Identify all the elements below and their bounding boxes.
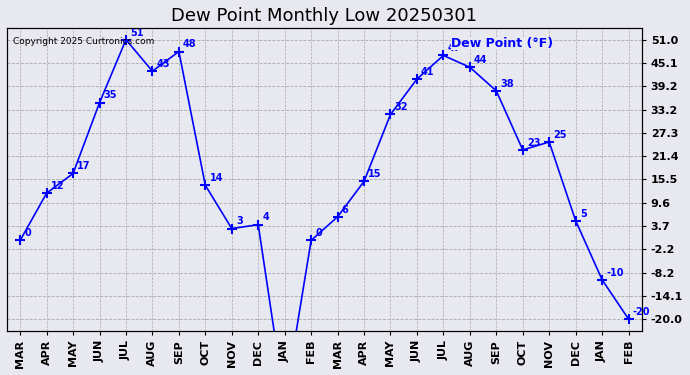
Text: 43: 43 (157, 59, 170, 69)
Text: 25: 25 (553, 130, 567, 140)
Text: -10: -10 (607, 268, 624, 278)
Text: 15: 15 (368, 169, 382, 179)
Text: 51: 51 (130, 27, 144, 38)
Title: Dew Point Monthly Low 20250301: Dew Point Monthly Low 20250301 (171, 7, 477, 25)
Text: 41: 41 (421, 67, 435, 77)
Text: Copyright 2025 Curtronics.com: Copyright 2025 Curtronics.com (13, 37, 155, 46)
Text: -20: -20 (633, 307, 650, 317)
Text: -41: -41 (0, 374, 1, 375)
Text: 0: 0 (24, 228, 31, 238)
Text: 38: 38 (500, 79, 514, 88)
Text: 5: 5 (580, 209, 586, 219)
Text: 44: 44 (474, 55, 488, 65)
Text: 48: 48 (183, 39, 197, 50)
Text: 3: 3 (236, 216, 243, 226)
Text: 14: 14 (210, 173, 223, 183)
Text: 23: 23 (527, 138, 540, 148)
Text: 47: 47 (448, 43, 461, 53)
Text: 6: 6 (342, 205, 348, 214)
Text: 12: 12 (51, 181, 64, 191)
Text: 17: 17 (77, 161, 91, 171)
Text: 35: 35 (104, 90, 117, 101)
Text: 4: 4 (262, 213, 269, 222)
Text: 0: 0 (315, 228, 322, 238)
Text: 32: 32 (395, 102, 408, 112)
Text: Dew Point (°F): Dew Point (°F) (451, 37, 553, 50)
